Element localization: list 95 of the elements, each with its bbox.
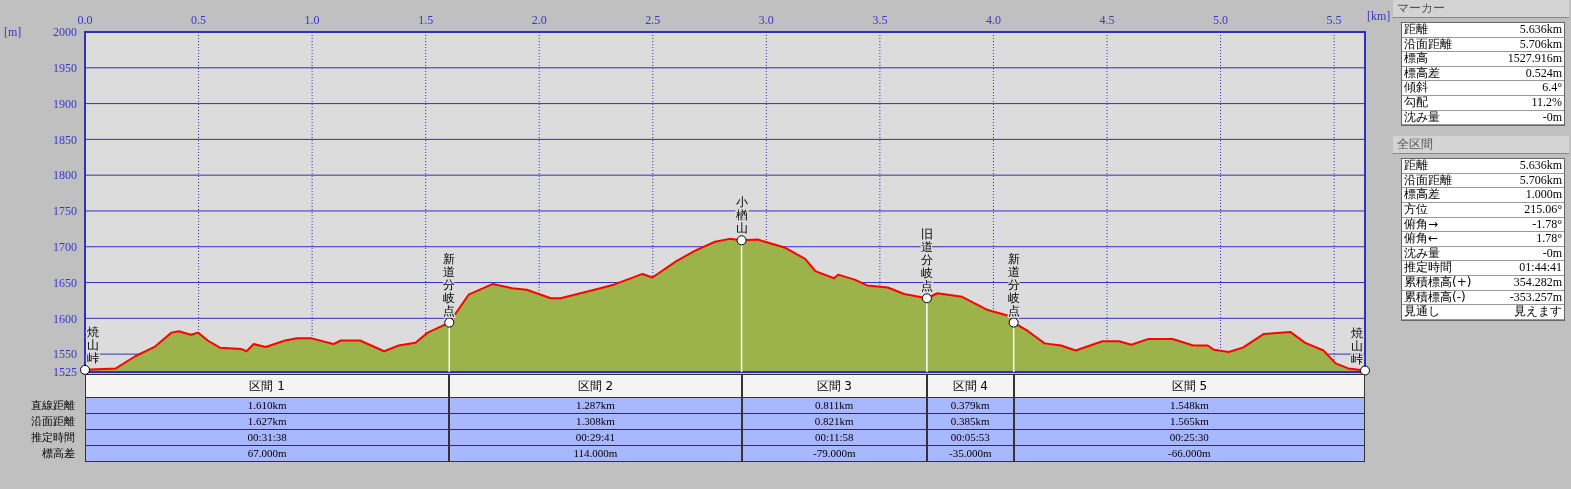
text: 00:05:53 xyxy=(926,430,1014,446)
text: 区間 1 xyxy=(85,374,450,398)
text: 215.06° xyxy=(1524,201,1562,217)
text: 1.548km xyxy=(1013,398,1365,414)
text: 0.524m xyxy=(1525,65,1562,81)
text: 沿面距離 xyxy=(1404,172,1452,188)
x-tick-label: 3.0 xyxy=(758,13,774,27)
text: 5.636km xyxy=(1519,22,1562,37)
text: -0m xyxy=(1542,109,1562,125)
x-tick-label: 2.0 xyxy=(531,13,547,27)
text: 傾斜 xyxy=(1404,80,1428,95)
text: 区間 4 xyxy=(926,374,1014,398)
text: 00:11:58 xyxy=(741,430,927,446)
y-tick-label: 1525 xyxy=(53,365,77,380)
text: 沈み量 xyxy=(1404,245,1440,261)
text: 1.78° xyxy=(1536,231,1562,246)
x-tick-label: 4.5 xyxy=(1099,13,1115,27)
text: -1.78° xyxy=(1532,216,1562,232)
text: -353.257m xyxy=(1509,289,1562,305)
text: マーカー xyxy=(1393,0,1569,18)
y-tick-label: 1600 xyxy=(53,311,77,326)
text: 距離 xyxy=(1404,158,1428,173)
text: 標高差 xyxy=(41,446,75,462)
annotation: 焼山峠 xyxy=(87,324,99,365)
text: 67.000m xyxy=(85,446,450,462)
text: 1.000m xyxy=(1525,187,1562,202)
text: 0.821km xyxy=(741,414,927,430)
text: 01:44:41 xyxy=(1519,260,1562,275)
text: -35.000m xyxy=(926,446,1014,462)
y-axis-title: [m] xyxy=(4,25,22,39)
annotation: 小楢山 xyxy=(735,195,748,236)
text: 0.811km xyxy=(741,398,927,414)
x-tick-label: 3.5 xyxy=(872,13,888,27)
text: 1.565km xyxy=(1013,414,1365,430)
x-tick-label: 1.5 xyxy=(418,13,434,27)
x-tick-label: 4.0 xyxy=(985,13,1001,27)
y-tick-label: 1850 xyxy=(53,132,77,147)
text: 区間 2 xyxy=(449,374,742,398)
text: 5.636km xyxy=(1519,158,1562,173)
text: 標高 xyxy=(1404,51,1428,66)
y-tick-label: 1900 xyxy=(53,96,77,111)
y-tick-label: 1650 xyxy=(53,275,77,290)
text: 直線距離 xyxy=(30,398,75,414)
text: 俯角← xyxy=(1404,231,1439,246)
text: 見通し xyxy=(1404,304,1440,319)
text: 俯角→ xyxy=(1404,216,1439,232)
text: 勾配 xyxy=(1404,94,1428,110)
text: 見えます xyxy=(1514,304,1562,319)
text: 0.379km xyxy=(926,398,1014,414)
text: 距離 xyxy=(1404,22,1428,37)
text: 方位 xyxy=(1404,201,1428,217)
y-tick-label: 1550 xyxy=(53,347,77,362)
text: 全区間 xyxy=(1393,136,1569,155)
text: 沿面距離 xyxy=(1404,36,1452,52)
x-axis-title: [km] xyxy=(1367,9,1391,23)
x-tick-label: 0.0 xyxy=(77,13,93,27)
text: 推定時間 xyxy=(1404,260,1452,275)
text: 推定時間 xyxy=(30,430,75,446)
text: 標高差 xyxy=(1404,65,1440,81)
text: 累積標高(-) xyxy=(1404,289,1466,305)
text: 1.610km xyxy=(85,398,450,414)
x-tick-label: 1.0 xyxy=(304,13,320,27)
text: 00:25:30 xyxy=(1013,430,1365,446)
text: 114.000m xyxy=(449,446,742,462)
text: 00:29:41 xyxy=(449,430,742,446)
annotation: 焼山峠 xyxy=(1351,325,1363,366)
y-tick-label: 1750 xyxy=(53,204,77,219)
text: 標高差 xyxy=(1404,187,1440,202)
text: 5.706km xyxy=(1519,172,1562,188)
text: 1527.916m xyxy=(1507,51,1562,66)
text: 354.282m xyxy=(1513,274,1562,290)
y-tick-label: 2000 xyxy=(53,25,77,40)
text: 11.2% xyxy=(1531,94,1562,110)
y-tick-label: 1800 xyxy=(53,168,77,183)
text: 5.706km xyxy=(1519,36,1562,52)
y-tick-label: 1950 xyxy=(53,61,77,76)
text: 区間 5 xyxy=(1013,374,1365,398)
text: 沿面距離 xyxy=(30,414,75,430)
x-tick-label: 5.5 xyxy=(1326,13,1342,27)
text: 1.308km xyxy=(449,414,742,430)
x-tick-label: 0.5 xyxy=(191,13,207,27)
text: 00:31:38 xyxy=(85,430,450,446)
text: 沈み量 xyxy=(1404,109,1440,125)
text: -66.000m xyxy=(1013,446,1365,462)
x-tick-label: 5.0 xyxy=(1213,13,1229,27)
text: 0.385km xyxy=(926,414,1014,430)
text: -0m xyxy=(1542,245,1562,261)
text: 区間 3 xyxy=(741,374,927,398)
text: 1.627km xyxy=(85,414,450,430)
x-tick-label: 2.5 xyxy=(645,13,661,27)
text: 6.4° xyxy=(1542,80,1562,95)
text: -79.000m xyxy=(741,446,927,462)
text: 累積標高(+) xyxy=(1404,274,1472,290)
text: 1.287km xyxy=(449,398,742,414)
y-tick-label: 1700 xyxy=(53,240,77,254)
